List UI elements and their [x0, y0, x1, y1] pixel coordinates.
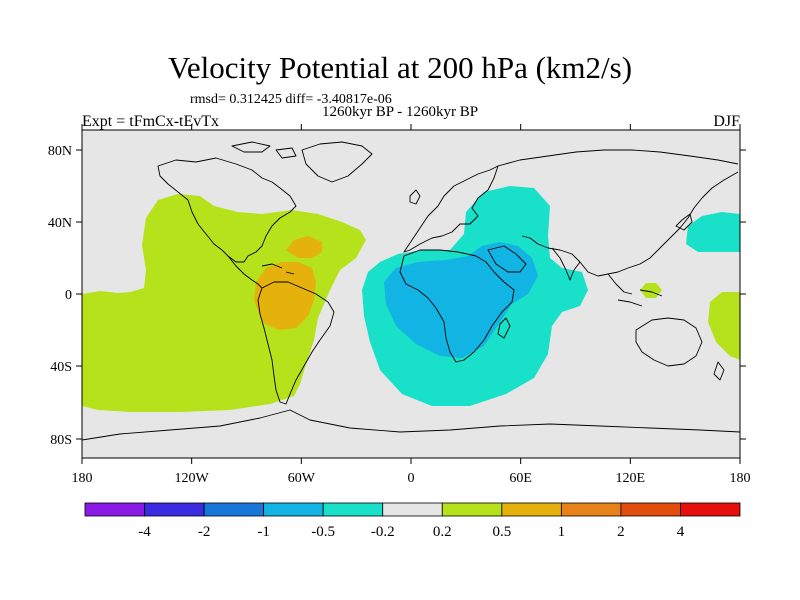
map-title: Velocity Potential at 200 hPa (km2/s)	[167, 50, 633, 85]
positive-anomaly-core-south-america	[254, 262, 316, 330]
colorbar-label: 2	[617, 524, 625, 540]
experiment-label: Expt = tFmCx-tEvTx	[82, 113, 220, 130]
latitude-axis: 80N 40N 0 40S 80S	[48, 144, 746, 448]
coastline-japan	[675, 213, 693, 231]
lon-tick-label: 60E	[509, 471, 532, 486]
lon-tick-label: 60W	[288, 471, 316, 486]
coastline-british-isles	[409, 189, 421, 205]
stats-label: rmsd= 0.312425 diff= -3.40817e-06	[190, 92, 392, 107]
longitude-axis: 180 120W 60W 0 60E 120E 180	[72, 124, 751, 486]
coastline-arctic-islands	[231, 141, 297, 159]
colorbar-swatch	[322, 502, 384, 517]
coastline-central-america	[227, 255, 263, 289]
positive-anomaly-core-north-atlantic	[286, 236, 322, 258]
colorbar-swatch	[680, 502, 741, 517]
negative-anomaly-core-africa	[384, 242, 538, 358]
positive-anomaly-region-east-edge	[708, 292, 740, 360]
lon-tick-label: 120W	[175, 471, 210, 486]
colorbar-swatch	[441, 502, 503, 517]
season-label: DJF	[713, 113, 740, 130]
coastline-madagascar	[497, 317, 511, 339]
lon-tick-label: 180	[730, 471, 751, 486]
coastline-caribbean-islands	[261, 263, 295, 275]
lat-tick-label: 80S	[50, 433, 72, 448]
colorbar-swatch	[560, 502, 622, 517]
coastline-arabia	[487, 245, 527, 273]
lon-tick-label: 120E	[616, 471, 646, 486]
colorbar-label: 4	[677, 524, 685, 540]
coastline-southeast-asia	[607, 273, 663, 307]
colorbar-swatch	[501, 502, 562, 517]
coastline-south-america	[257, 281, 335, 405]
lat-tick-label: 0	[65, 288, 72, 303]
coastline-australia	[635, 317, 703, 367]
coastline-antarctica	[82, 409, 740, 441]
coastline-north-america	[157, 157, 297, 263]
colorbar-swatch	[84, 502, 145, 517]
colorbar-label: -4	[138, 524, 151, 540]
coastline-africa	[399, 249, 515, 363]
colorbar-swatch	[382, 502, 443, 517]
colorbar-label: -2	[198, 524, 211, 540]
colorbar-label: 1	[558, 524, 566, 540]
colorbar-label: -0.5	[311, 524, 335, 540]
colorbar-label: 0.5	[492, 524, 511, 540]
coastline-asia	[497, 149, 739, 277]
period-label: 1260kyr BP - 1260kyr BP	[322, 104, 479, 120]
coastline-greenland	[301, 141, 373, 183]
colorbar-swatch	[620, 502, 681, 517]
colorbar: -4 -2 -1 -0.5 -0.2 0.2 0.5 1 2 4	[84, 502, 741, 540]
colorbar-label: 0.2	[433, 524, 452, 540]
coastlines	[82, 141, 740, 441]
colorbar-swatch	[203, 502, 265, 517]
negative-anomaly-region-pacific	[686, 212, 740, 252]
lat-tick-label: 80N	[48, 144, 72, 159]
colorbar-swatch	[144, 502, 205, 517]
lat-tick-label: 40N	[48, 216, 72, 231]
colorbar-swatch	[263, 502, 324, 517]
colorbar-label: -1	[257, 524, 270, 540]
coastline-india	[551, 247, 581, 281]
colorbar-label: -0.2	[371, 524, 395, 540]
coastline-europe	[403, 165, 499, 253]
coastline-new-zealand	[713, 361, 725, 381]
lat-tick-label: 40S	[50, 360, 72, 375]
lon-tick-label: 180	[72, 471, 93, 486]
lon-tick-label: 0	[408, 471, 415, 486]
